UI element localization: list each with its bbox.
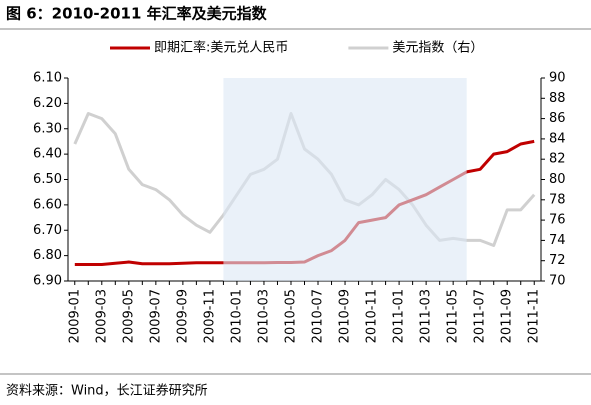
- x-tick-label: 2009-03: [94, 289, 109, 343]
- y-tick-label: 6.50: [33, 172, 62, 187]
- chart-title: 图 6：2010-2011 年汇率及美元指数: [6, 5, 268, 23]
- x-tick-label: 2011-03: [419, 289, 434, 343]
- x-tick-label: 2010-05: [283, 289, 298, 343]
- x-tick-label: 2011-07: [473, 289, 488, 343]
- x-tick-label: 2011-11: [527, 289, 542, 343]
- x-tick-label: 2009-11: [202, 289, 217, 343]
- legend-label: 即期汇率:美元兑人民币: [154, 40, 288, 56]
- x-tick-label: 2010-03: [256, 289, 271, 343]
- x-tick-label: 2010-09: [338, 289, 353, 343]
- y-tick-label: 6.10: [33, 71, 62, 86]
- y-tick-label: 6.90: [33, 274, 62, 289]
- x-tick-label: 2010-11: [365, 289, 380, 343]
- y2-tick-label: 80: [549, 172, 566, 187]
- y-tick-label: 6.40: [33, 147, 62, 162]
- y-tick-label: 6.20: [33, 96, 62, 111]
- y2-tick-label: 88: [549, 91, 566, 106]
- y-tick-label: 6.60: [33, 197, 62, 212]
- y2-tick-label: 82: [549, 152, 566, 167]
- x-tick-label: 2010-07: [311, 289, 326, 343]
- highlight-period: [223, 78, 467, 281]
- y2-tick-label: 72: [549, 253, 566, 268]
- x-tick-label: 2009-07: [148, 289, 163, 343]
- x-tick-label: 2011-09: [500, 289, 515, 343]
- x-tick-label: 2011-01: [392, 289, 407, 343]
- y2-tick-label: 86: [549, 111, 566, 126]
- y2-tick-label: 84: [549, 131, 566, 146]
- x-tick-label: 2009-01: [67, 289, 82, 343]
- y2-tick-label: 70: [549, 274, 566, 289]
- y-tick-label: 6.70: [33, 223, 62, 238]
- legend-label: 美元指数（右）: [392, 41, 483, 56]
- x-tick-label: 2011-05: [446, 289, 461, 343]
- source: 资料来源：Wind，长江证券研究所: [6, 383, 208, 399]
- y2-tick-label: 74: [549, 233, 566, 248]
- y2-tick-label: 90: [549, 71, 566, 86]
- y2-tick-label: 76: [549, 213, 566, 228]
- x-tick-label: 2010-01: [229, 289, 244, 343]
- y-tick-label: 6.80: [33, 248, 62, 263]
- y2-tick-label: 78: [549, 192, 566, 207]
- y-tick-label: 6.30: [33, 121, 62, 136]
- x-tick-label: 2009-09: [175, 289, 190, 343]
- x-tick-label: 2009-05: [121, 289, 136, 343]
